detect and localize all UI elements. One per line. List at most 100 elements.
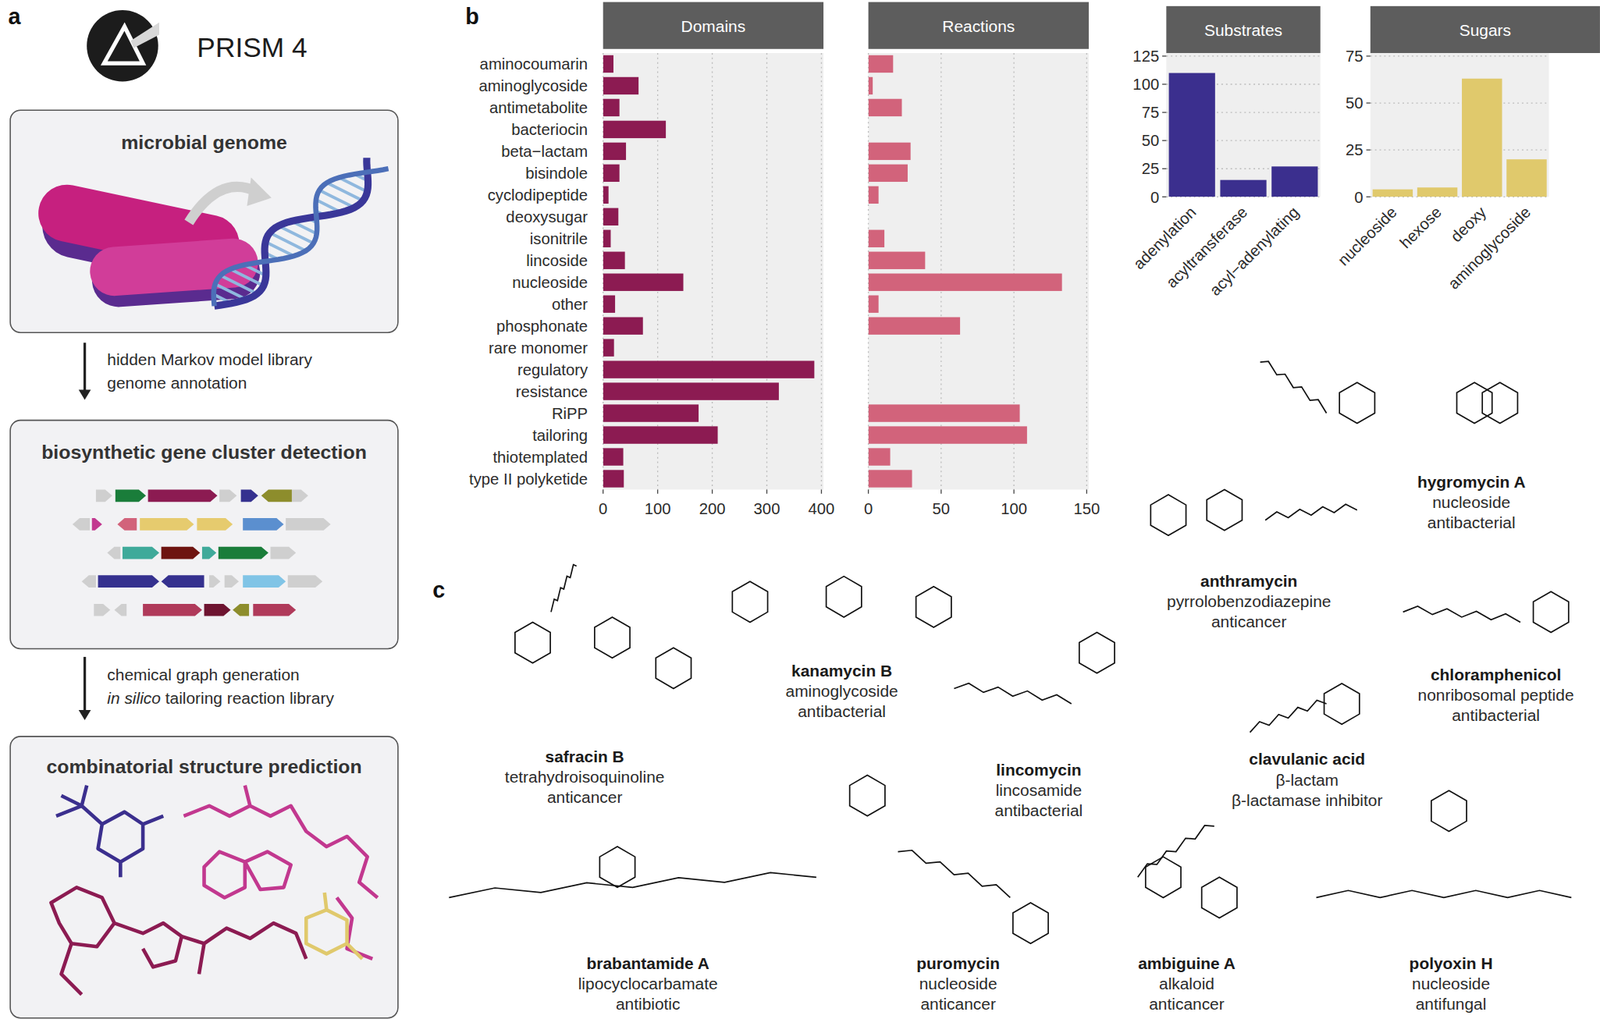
bar (603, 295, 616, 313)
category-label: bacteriocin (511, 120, 588, 139)
tick-label: 100 (1132, 75, 1160, 93)
ring (732, 581, 768, 623)
category-label: beta−lactam (501, 142, 588, 160)
structure-doodle (183, 785, 377, 960)
grid-line (867, 53, 869, 491)
bars (603, 55, 815, 488)
tick-label: 50 (1141, 131, 1160, 150)
compound-activity: anticancer (920, 995, 996, 1014)
compound-class: pyrrolobenzodiazepine (1166, 592, 1331, 611)
category-label: tailoring (532, 426, 588, 445)
panel-label: b (465, 3, 480, 29)
figure: abcPRISM 4microbial genomebiosynthetic g… (0, 0, 1600, 1019)
bacterium (32, 179, 262, 310)
category-label: other (551, 295, 588, 313)
category-label: aminoglycoside (479, 77, 589, 95)
compound-activity: antifungal (1415, 995, 1487, 1014)
compound-class: aminoglycoside (785, 682, 899, 701)
grid-line (602, 53, 604, 491)
tick (1366, 55, 1371, 57)
arrowhead (246, 177, 271, 207)
chain (1137, 825, 1215, 878)
grid-line (1370, 55, 1550, 57)
bar (1219, 180, 1266, 198)
bar (1271, 166, 1318, 197)
bar (603, 252, 626, 270)
tick-label: 25 (1345, 141, 1364, 159)
category-label: phosphonate (496, 317, 588, 335)
category-label: thiotemplated (492, 448, 588, 466)
tick-label: 300 (753, 500, 781, 518)
gene (204, 604, 232, 617)
chain (448, 872, 817, 898)
compound-name: clavulanic acid (1248, 750, 1366, 768)
structure (732, 576, 952, 628)
gene (241, 490, 259, 503)
chain (1260, 361, 1327, 413)
arrowhead (78, 389, 92, 400)
dna-strand (213, 168, 389, 306)
gene (142, 604, 203, 617)
dna (213, 157, 389, 306)
category-label: RiPP (551, 405, 588, 423)
tick (867, 490, 869, 495)
compound-class: nucleoside (919, 974, 998, 993)
compound-activity: anticancer (547, 788, 623, 807)
bar (603, 230, 612, 248)
category-label: isonitrile (529, 230, 588, 248)
tick-label: 200 (699, 500, 726, 518)
bar (868, 404, 1021, 422)
category-label: nucleoside (512, 273, 588, 292)
structure (1150, 490, 1357, 537)
grid-line (1166, 55, 1320, 57)
bar (1417, 187, 1458, 197)
category-label: resistance (515, 383, 588, 401)
facet-header (1166, 6, 1320, 54)
bar (603, 404, 699, 422)
chart-title: Domains (681, 17, 747, 36)
category-label: hexose (1396, 202, 1445, 252)
ring (1206, 490, 1242, 531)
compound-name: anthramycin (1200, 572, 1298, 591)
gene (219, 490, 237, 503)
tick (940, 490, 942, 495)
bar (868, 360, 870, 378)
ring (1201, 877, 1238, 918)
bar (868, 252, 926, 270)
compound-class: alkaloid (1159, 974, 1215, 993)
bars (868, 55, 1063, 488)
structure-doodle (305, 892, 363, 960)
structure (1250, 683, 1360, 733)
facet-header (1370, 6, 1600, 54)
bar (868, 469, 913, 488)
ring (1482, 382, 1518, 424)
category-label: nucleoside (1334, 202, 1401, 269)
gene (81, 575, 96, 588)
ring (849, 775, 886, 817)
gene (161, 547, 201, 560)
category-label: aminocoumarin (480, 55, 588, 73)
chain (953, 683, 1071, 704)
structure (1260, 361, 1519, 424)
gene (106, 547, 121, 560)
ring (1457, 382, 1493, 424)
ring (916, 586, 952, 628)
tick-label: 75 (1345, 47, 1364, 65)
chart-title: Substrates (1204, 21, 1283, 40)
panel-label: c (432, 577, 445, 603)
compound-class: nucleoside (1432, 493, 1511, 512)
gene (161, 575, 205, 588)
tick (711, 490, 713, 495)
tick-label: 100 (1000, 500, 1028, 518)
compound-activity: antibacterial (995, 801, 1084, 820)
gene (209, 575, 221, 588)
compound-activity: anticancer (1211, 612, 1287, 631)
compound-name: brabantamide A (586, 954, 710, 973)
bar (868, 230, 886, 248)
compound-activity: antibacterial (797, 702, 886, 721)
compound-class: nonribosomal peptide (1418, 686, 1575, 704)
compound-activity: antibacterial (1427, 513, 1516, 532)
category-label: deoxysugar (505, 208, 588, 226)
facet-header (868, 2, 1089, 50)
tick (1162, 139, 1167, 141)
